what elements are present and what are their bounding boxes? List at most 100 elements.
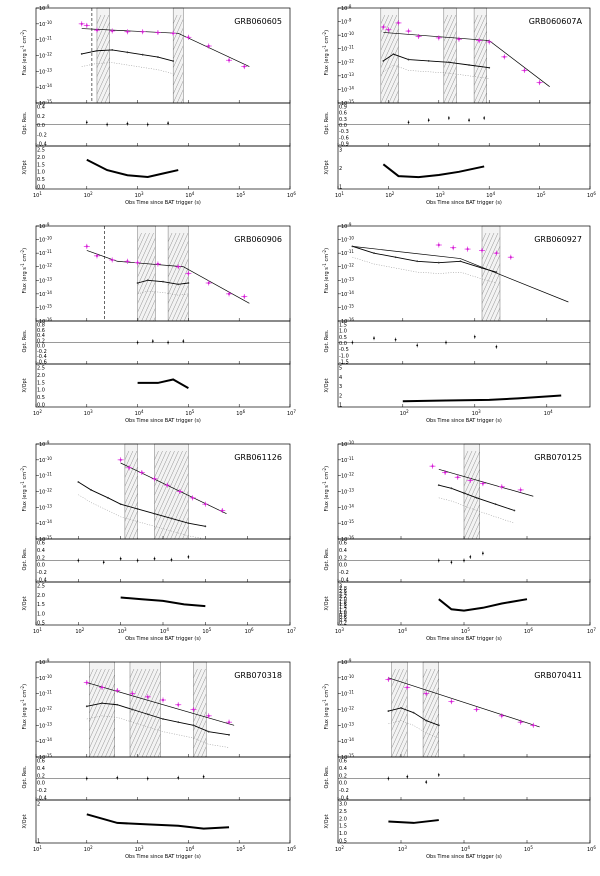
ratio-frame <box>338 800 590 843</box>
xray-point <box>187 272 189 274</box>
x-tick-label: 103 <box>84 409 93 417</box>
xray-point <box>467 248 469 250</box>
xray-point <box>495 252 497 254</box>
xray-point <box>141 471 143 473</box>
flux-tick-label: 10-9 <box>341 222 352 230</box>
flux-tick-label: 10-15 <box>39 303 52 311</box>
grb-name-label: GRB060607A <box>529 17 583 26</box>
flux-tick-label: 10-10 <box>39 456 52 464</box>
residual-point <box>474 336 476 338</box>
flux-tick-label: 10-13 <box>341 488 354 496</box>
residual-point <box>428 119 430 121</box>
optical-point <box>147 713 149 715</box>
xray-point <box>208 715 210 717</box>
xray-point <box>438 37 440 39</box>
optical-point <box>157 56 159 58</box>
residual-point <box>103 561 105 563</box>
residual-tick-label: 0.6 <box>37 541 45 547</box>
flux-tick-label: 10-12 <box>341 472 354 480</box>
xray-point <box>476 708 478 710</box>
flux-tick-label: 10-14 <box>341 85 354 93</box>
flux-tick-label: 10-14 <box>39 83 52 91</box>
optical-point <box>395 256 397 258</box>
ratio-frame <box>36 364 290 407</box>
xray-point <box>187 36 189 38</box>
residual-tick-label: 0.9 <box>339 105 347 111</box>
optical-point <box>451 487 453 489</box>
ratio-tick-label: 3 <box>339 384 342 390</box>
x-tick-label: 105 <box>524 845 533 853</box>
optical-point <box>177 721 179 723</box>
xray-point <box>523 69 525 71</box>
residual-tick-label: 0.2 <box>339 555 347 561</box>
optical-point <box>425 720 427 722</box>
x-tick-label: 107 <box>287 409 296 417</box>
xray-point <box>382 26 384 28</box>
x-tick-label: 103 <box>135 191 144 199</box>
xray-point <box>111 259 113 261</box>
optical-point <box>388 710 390 712</box>
ratio-curve <box>87 160 178 177</box>
optical-point <box>142 54 144 56</box>
x-tick-label: 106 <box>587 191 596 199</box>
residual-point <box>438 560 440 562</box>
residual-point <box>152 340 154 342</box>
flux-axis-label: Flux (erg s-1 cm-2) <box>20 248 28 294</box>
optical-point <box>382 60 384 62</box>
residual-point <box>86 121 88 123</box>
residual-tick-label: 0.5 <box>339 335 347 341</box>
x-tick-label: 104 <box>160 627 169 635</box>
x-tick-label: 102 <box>33 409 42 417</box>
optical-point <box>188 522 190 524</box>
xray-point <box>101 686 103 688</box>
residual-point <box>395 339 397 341</box>
residual-point <box>496 346 498 348</box>
residual-tick-label: -0.2 <box>37 132 47 138</box>
optical-point <box>352 245 354 247</box>
ratio-tick-label: 1.0 <box>37 170 45 176</box>
xray-point <box>86 681 88 683</box>
residual-tick-label: 0.6 <box>339 759 347 765</box>
residual-tick-label: 0.0 <box>37 781 45 787</box>
residual-point <box>483 117 485 119</box>
xray-point <box>96 29 98 31</box>
optical-point <box>468 64 470 66</box>
optical-point <box>154 513 156 515</box>
x-tick-label: 105 <box>537 191 546 199</box>
flux-tick-label: 10-14 <box>341 503 354 511</box>
x-tick-label: 104 <box>398 627 407 635</box>
xray-point <box>166 484 168 486</box>
xray-point <box>503 56 505 58</box>
residual-point <box>167 342 169 344</box>
flux-tick-label: 10-9 <box>39 440 50 448</box>
residual-tick-label: 0.0 <box>339 341 347 347</box>
x-tick-label: 105 <box>202 627 211 635</box>
flux-tick-label: 10-12 <box>39 706 52 714</box>
ratio-tick-label: 2.0 <box>37 373 45 379</box>
ratio-tick-label: 0.0 <box>37 185 45 191</box>
flux-tick-label: 10-15 <box>341 303 354 311</box>
optical-point <box>428 60 430 62</box>
grb-name-label: GRB060605 <box>234 17 282 26</box>
grb-name-label: GRB060906 <box>234 235 282 244</box>
optical-point <box>463 492 465 494</box>
model-dotted-line <box>383 65 489 79</box>
residual-axis-label: Opt. Res. <box>324 765 330 788</box>
xray-point <box>179 490 181 492</box>
optical-point <box>101 702 103 704</box>
ratio-tick-label: 4 <box>339 375 342 381</box>
residual-point <box>469 556 471 558</box>
flux-tick-label: 10-14 <box>39 737 52 745</box>
residual-point <box>116 777 118 779</box>
xray-point <box>510 256 512 258</box>
residual-axis-label: Opt. Res. <box>22 111 28 134</box>
residual-point <box>171 559 173 561</box>
residual-tick-label: 0.0 <box>339 781 347 787</box>
xray-point <box>418 35 420 37</box>
optical-point <box>393 53 395 55</box>
x-axis-label: Obs Time since BAT trigger (s) <box>426 418 502 424</box>
flux-tick-label: 10-8 <box>341 4 352 12</box>
xray-point <box>192 708 194 710</box>
